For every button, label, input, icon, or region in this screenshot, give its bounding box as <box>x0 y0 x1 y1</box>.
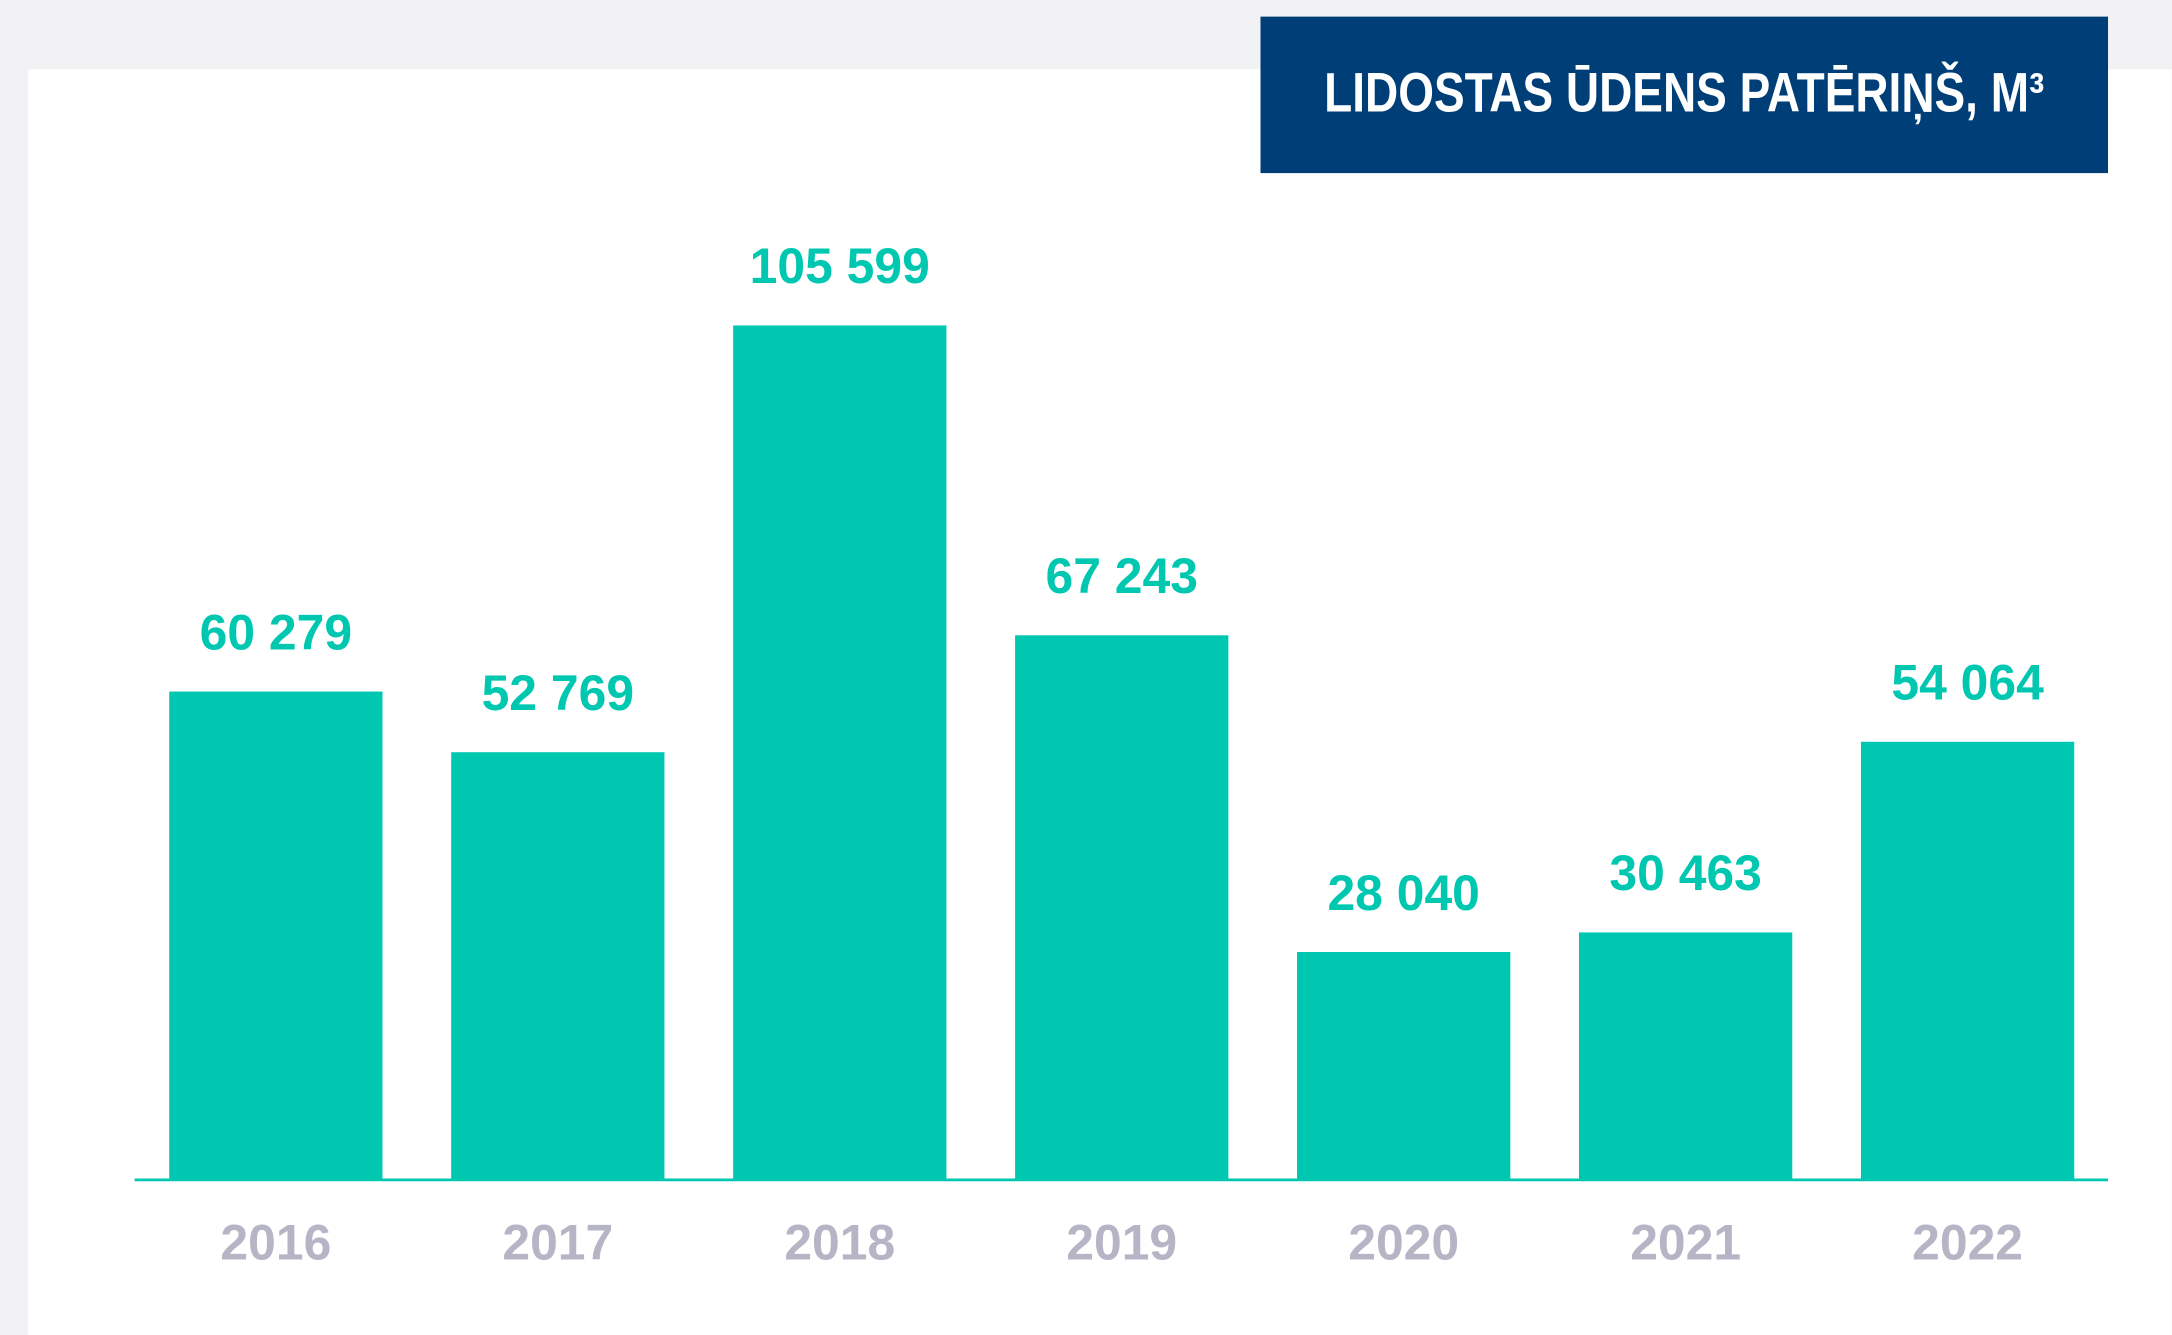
bar <box>169 691 383 1179</box>
title-box <box>1260 16 2109 174</box>
x-tick-label: 2020 <box>1348 1215 1459 1271</box>
bar <box>733 325 947 1179</box>
x-tick-label: 2019 <box>1066 1215 1177 1271</box>
x-tick-label: 2021 <box>1630 1215 1741 1271</box>
bar <box>1860 741 2075 1179</box>
chart-title: LIDOSTAS ŪDENS PATĒRIŅŠ, M³ <box>1324 62 2044 125</box>
x-tick-label: 2018 <box>784 1215 895 1271</box>
value-label: 105 599 <box>750 238 930 294</box>
x-tick-label: 2017 <box>502 1215 613 1271</box>
bar <box>1579 932 1793 1179</box>
value-label: 54 064 <box>1891 655 2044 711</box>
x-tick-label: 2016 <box>220 1215 331 1271</box>
bar <box>1015 635 1229 1179</box>
value-label: 28 040 <box>1327 865 1479 921</box>
x-tick-label: 2022 <box>1912 1215 2023 1271</box>
value-label: 52 769 <box>482 665 634 721</box>
value-label: 60 279 <box>200 604 352 660</box>
value-label: 67 243 <box>1046 548 1198 604</box>
bar <box>1297 951 1511 1179</box>
value-label: 30 463 <box>1609 845 1761 901</box>
bar <box>451 752 665 1179</box>
